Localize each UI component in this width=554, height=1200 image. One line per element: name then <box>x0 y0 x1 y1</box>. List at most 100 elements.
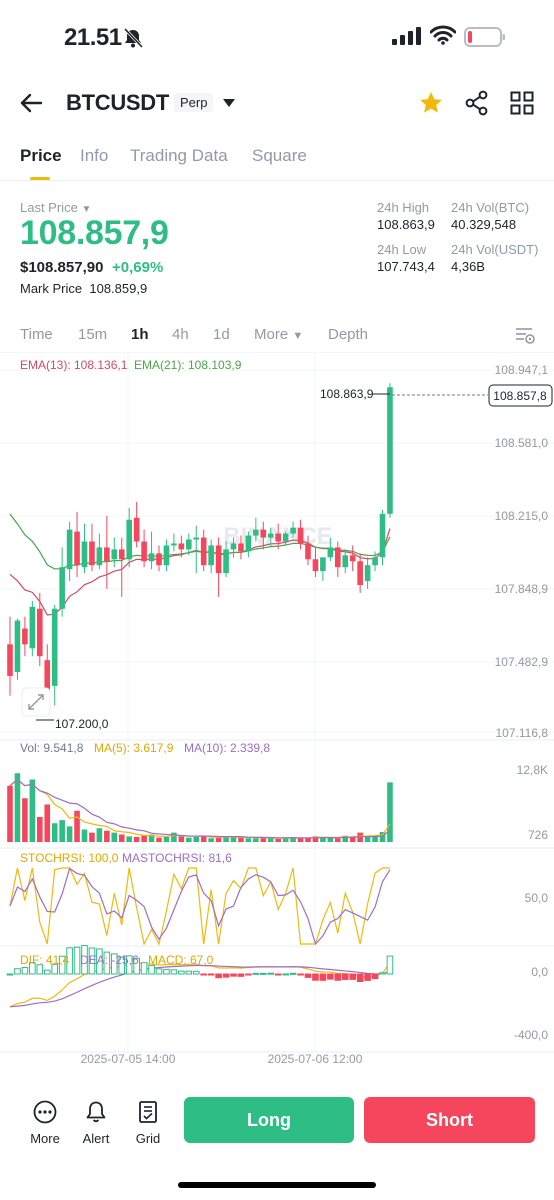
expand-icon[interactable] <box>21 687 51 717</box>
signal-icon <box>392 27 421 45</box>
symbol-title[interactable]: BTCUSDT <box>66 90 170 115</box>
candle <box>141 541 147 562</box>
volume-bar <box>282 837 289 842</box>
dif-label: DIF: 41,4 <box>20 953 70 967</box>
price-axis-label: 107.482,9 <box>495 655 549 669</box>
tf-more[interactable]: More ▼ <box>254 326 304 343</box>
candle <box>290 527 296 534</box>
tf-15m[interactable]: 15m <box>78 326 108 343</box>
macd-histogram-bar <box>349 973 356 980</box>
volume-bar <box>275 838 281 842</box>
more-caret-icon: ▼ <box>292 330 304 342</box>
layout-grid-icon[interactable] <box>510 91 534 115</box>
candle <box>178 543 185 550</box>
vol-usdt-label: 24h Vol(USDT) <box>451 242 539 257</box>
candle <box>267 533 274 538</box>
tab-square[interactable]: Square <box>252 146 307 165</box>
volume-bar <box>342 835 349 842</box>
volume-bar <box>171 832 177 842</box>
perp-tag: Perp <box>174 93 214 112</box>
macd-histogram-bar <box>222 973 230 978</box>
volume-bar <box>260 837 267 842</box>
low-marker-label: 107.200,0 <box>55 717 109 731</box>
favorite-star-icon[interactable] <box>418 90 444 116</box>
candle <box>312 559 319 572</box>
candle <box>22 628 28 645</box>
vol-btc-value: 40.329,548 <box>451 217 517 232</box>
candle <box>282 533 289 542</box>
candle <box>208 545 214 566</box>
macd-histogram-bar <box>341 973 349 980</box>
grid-button[interactable]: Grid <box>123 1100 173 1146</box>
candle <box>253 529 259 536</box>
candle <box>126 519 132 560</box>
macd-histogram-bar <box>386 955 394 975</box>
price-axis-label: 107.848,9 <box>495 582 549 596</box>
vol-usdt-value: 4,36B <box>451 259 485 274</box>
candle <box>96 547 103 566</box>
dropdown-caret-icon: ▼ <box>81 204 92 215</box>
candle <box>357 561 363 586</box>
candlestick-chart[interactable]: BINANCE EMA(13): 108.136,1 EMA(21): 108.… <box>0 352 554 1084</box>
candle <box>29 606 36 649</box>
macd-histogram-bar <box>88 947 96 975</box>
macd-histogram-bar <box>111 953 118 975</box>
vol-axis-label: 726 <box>528 828 548 842</box>
volume-bar <box>208 838 214 842</box>
candle <box>37 608 43 657</box>
wifi-icon <box>430 25 456 45</box>
macd-histogram-bar <box>371 973 379 980</box>
tf-1d[interactable]: 1d <box>213 326 230 343</box>
tab-info[interactable]: Info <box>80 146 109 165</box>
chart-settings-icon[interactable] <box>514 324 536 346</box>
battery-icon <box>464 27 505 47</box>
tf-depth[interactable]: Depth <box>328 326 369 343</box>
last-price-label[interactable]: Last Price ▼ <box>20 200 92 215</box>
macd-histogram-bar <box>73 946 81 975</box>
tab-price[interactable]: Price <box>20 146 62 165</box>
stochrsi-label: STOCHRSI: 100,0 <box>20 851 119 865</box>
dea-line <box>9 964 391 1008</box>
candle <box>66 529 73 570</box>
volume-bar <box>357 832 363 842</box>
vol-ma5-label: MA(5): 3.617,9 <box>94 741 174 755</box>
volume-bar <box>387 782 393 842</box>
current-price-tag: 108.857,8 <box>493 389 547 403</box>
macd-histogram-bar <box>6 973 14 976</box>
macd-histogram-bar <box>148 964 155 975</box>
long-button[interactable]: Long <box>184 1097 354 1143</box>
macd-histogram-bar <box>21 967 29 975</box>
ema21-label: EMA(21): 108.103,9 <box>134 358 242 372</box>
macd-histogram-bar <box>192 970 200 975</box>
macd-histogram-bar <box>185 970 193 975</box>
candle <box>297 527 304 544</box>
share-icon[interactable] <box>464 90 490 116</box>
tf-time[interactable]: Time <box>20 326 53 343</box>
chart-canvas[interactable]: BINANCE EMA(13): 108.136,1 EMA(21): 108.… <box>0 352 554 1084</box>
bottom-action-bar: More Alert Grid Long Short <box>0 1090 554 1200</box>
back-arrow-icon[interactable] <box>18 90 44 116</box>
bell-muted-icon <box>123 27 144 49</box>
more-button[interactable]: More <box>20 1100 70 1146</box>
tf-1h[interactable]: 1h <box>131 326 149 343</box>
macd-histogram-bar <box>319 973 327 981</box>
alert-button[interactable]: Alert <box>71 1100 121 1146</box>
volume-bar <box>253 838 259 842</box>
tf-4h[interactable]: 4h <box>172 326 189 343</box>
candle <box>133 517 140 542</box>
macd-histogram-bar <box>14 968 21 975</box>
macd-histogram-bar <box>51 963 59 975</box>
macd-histogram-bar <box>297 973 304 976</box>
candle <box>372 557 378 566</box>
candle <box>238 543 244 552</box>
candle <box>200 537 207 566</box>
ema21-line <box>9 513 391 570</box>
timeframe-selector: Time 15m 1h 4h 1d More ▼ Depth <box>0 326 554 346</box>
volume-bar <box>7 785 13 842</box>
short-button[interactable]: Short <box>364 1097 535 1143</box>
stochrsi-axis-label: 50,0 <box>525 891 549 905</box>
caret-down-icon[interactable] <box>222 98 236 108</box>
tab-trading-data[interactable]: Trading Data <box>130 146 228 165</box>
candle <box>260 529 267 538</box>
volume-bar <box>118 834 125 842</box>
